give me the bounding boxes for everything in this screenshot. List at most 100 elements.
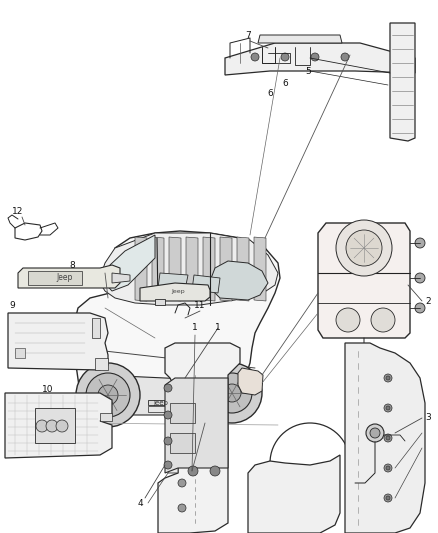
- Polygon shape: [210, 261, 268, 300]
- Polygon shape: [158, 273, 188, 290]
- Polygon shape: [345, 343, 425, 533]
- Polygon shape: [73, 231, 280, 395]
- Circle shape: [384, 404, 392, 412]
- Polygon shape: [148, 400, 175, 405]
- Text: 2: 2: [425, 296, 431, 305]
- Circle shape: [366, 424, 384, 442]
- Text: 5: 5: [305, 67, 311, 76]
- Circle shape: [76, 363, 140, 427]
- Text: Jeep: Jeep: [171, 289, 185, 295]
- Polygon shape: [152, 237, 164, 301]
- Circle shape: [384, 374, 392, 382]
- Circle shape: [56, 420, 68, 432]
- Polygon shape: [237, 237, 249, 301]
- Circle shape: [341, 53, 349, 61]
- Text: 7: 7: [245, 30, 251, 39]
- Text: Jeep: Jeep: [154, 400, 169, 406]
- Polygon shape: [165, 378, 228, 473]
- Polygon shape: [140, 283, 210, 301]
- Circle shape: [212, 373, 252, 413]
- Polygon shape: [18, 265, 120, 288]
- Circle shape: [415, 303, 425, 313]
- Polygon shape: [28, 271, 82, 285]
- Circle shape: [415, 238, 425, 248]
- Text: Jeep: Jeep: [57, 273, 73, 282]
- Polygon shape: [318, 223, 410, 338]
- Circle shape: [164, 384, 172, 392]
- Polygon shape: [170, 403, 195, 423]
- Circle shape: [384, 434, 392, 442]
- Polygon shape: [248, 455, 340, 533]
- Circle shape: [386, 376, 390, 380]
- Polygon shape: [78, 375, 242, 415]
- Polygon shape: [155, 299, 165, 305]
- Circle shape: [386, 436, 390, 440]
- Polygon shape: [203, 237, 215, 301]
- Circle shape: [98, 385, 118, 405]
- Circle shape: [164, 437, 172, 445]
- Circle shape: [164, 411, 172, 419]
- Circle shape: [178, 454, 186, 462]
- Circle shape: [178, 379, 186, 387]
- Text: 6: 6: [282, 78, 288, 87]
- Polygon shape: [220, 237, 232, 301]
- Polygon shape: [238, 368, 263, 395]
- Polygon shape: [35, 408, 75, 443]
- Circle shape: [178, 504, 186, 512]
- Polygon shape: [100, 233, 278, 305]
- Circle shape: [210, 466, 220, 476]
- Text: 4: 4: [137, 498, 143, 507]
- Circle shape: [36, 420, 48, 432]
- Circle shape: [336, 220, 392, 276]
- Polygon shape: [135, 237, 147, 301]
- Polygon shape: [169, 237, 181, 301]
- Text: 1: 1: [192, 324, 198, 333]
- Circle shape: [46, 420, 58, 432]
- Circle shape: [384, 464, 392, 472]
- Circle shape: [311, 53, 319, 61]
- Polygon shape: [390, 23, 415, 141]
- Text: 8: 8: [69, 261, 75, 270]
- Text: 10: 10: [42, 385, 54, 394]
- Polygon shape: [186, 237, 198, 301]
- Circle shape: [386, 466, 390, 470]
- Polygon shape: [168, 381, 178, 473]
- Text: 1: 1: [215, 324, 221, 333]
- Polygon shape: [5, 393, 112, 458]
- Polygon shape: [92, 318, 100, 338]
- Circle shape: [178, 429, 186, 437]
- Polygon shape: [158, 343, 240, 533]
- Text: 6: 6: [267, 88, 273, 98]
- Polygon shape: [15, 348, 25, 358]
- Text: 11: 11: [194, 301, 206, 310]
- Polygon shape: [100, 413, 112, 421]
- Text: 9: 9: [9, 301, 15, 310]
- Circle shape: [336, 308, 360, 332]
- Circle shape: [384, 494, 392, 502]
- Circle shape: [164, 461, 172, 469]
- Circle shape: [202, 363, 262, 423]
- Polygon shape: [192, 275, 220, 293]
- Circle shape: [386, 406, 390, 410]
- Text: 12: 12: [12, 206, 24, 215]
- Circle shape: [346, 230, 382, 266]
- Circle shape: [86, 373, 130, 417]
- Polygon shape: [8, 313, 108, 370]
- Circle shape: [415, 273, 425, 283]
- Polygon shape: [148, 406, 178, 412]
- Circle shape: [371, 308, 395, 332]
- Circle shape: [178, 404, 186, 412]
- Polygon shape: [225, 43, 415, 75]
- Text: 3: 3: [425, 414, 431, 423]
- Circle shape: [386, 496, 390, 500]
- Circle shape: [370, 428, 380, 438]
- Polygon shape: [254, 237, 266, 301]
- Circle shape: [251, 53, 259, 61]
- Polygon shape: [100, 235, 155, 291]
- Circle shape: [178, 479, 186, 487]
- Polygon shape: [258, 35, 342, 43]
- Polygon shape: [112, 273, 130, 283]
- Circle shape: [188, 466, 198, 476]
- Polygon shape: [170, 433, 195, 453]
- Polygon shape: [95, 358, 108, 370]
